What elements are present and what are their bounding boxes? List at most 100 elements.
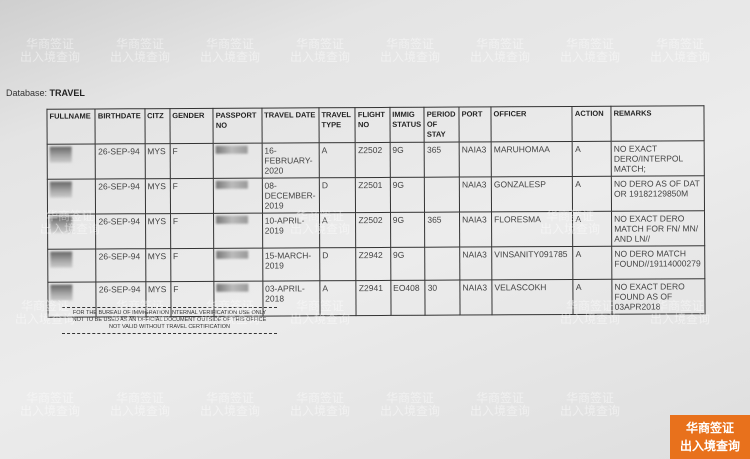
table-header: FULLNAME BIRTHDATE CITZ GENDER PASSPORT NO TR…	[46, 105, 705, 145]
redacted-passport	[213, 143, 262, 179]
flight-no-cell: Z2501	[355, 177, 391, 213]
column-header: REMARKS	[611, 105, 705, 142]
column-header: IMMIG STATUS	[389, 107, 425, 143]
travel-type-cell: A	[319, 142, 356, 178]
immig-status-cell: 9G	[390, 212, 425, 248]
immig-status-cell: EO408	[390, 280, 426, 316]
birthdate-cell: 26-SEP-94	[96, 248, 146, 282]
watermark-line: 华商签证	[26, 37, 75, 51]
action-cell: A	[572, 176, 612, 212]
travel-date-cell: 08-DECEMBER-2019	[261, 177, 320, 214]
watermark-line: 华商签证	[476, 37, 525, 51]
watermark: 华商签证 出入境查询	[380, 38, 440, 64]
watermark: 华商签证 出入境查询	[110, 392, 170, 418]
immig-status-cell: 9G	[390, 177, 425, 213]
watermark-line: 华商签证	[296, 37, 345, 51]
redacted-passport	[213, 178, 263, 214]
officer-cell: MARUHOMAA	[491, 141, 573, 177]
birthdate-cell: 26-SEP-94	[95, 213, 146, 249]
redaction-blur	[49, 146, 72, 163]
database-label: Database: TRAVEL	[6, 88, 85, 98]
watermark: 华商签证 出入境查询	[650, 38, 710, 64]
watermark-line: 出入境查询	[290, 50, 351, 64]
citz-cell: MYS	[144, 143, 171, 179]
column-header: OFFICER	[491, 106, 573, 142]
column-header: FULLNAME	[46, 108, 96, 145]
watermark: 华商签证 出入境查询	[200, 392, 260, 418]
footer-disclaimer: FOR THE BUREAU OF IMMIGRATION INTERNAL V…	[62, 307, 277, 334]
port-cell: NAIA3	[459, 176, 492, 213]
period-cell: 365	[424, 142, 460, 178]
watermark: 华商签证 出入境查询	[110, 38, 170, 64]
officer-cell: GONZALESP	[491, 176, 573, 212]
watermark-line: 华商签证	[476, 391, 525, 405]
redacted-passport	[213, 213, 263, 249]
database-label-text: Database:	[6, 88, 48, 98]
redaction-blur	[215, 145, 248, 154]
watermark-line: 华商签证	[26, 391, 75, 405]
watermark-line: 出入境查询	[290, 404, 351, 418]
watermark-line: 出入境查询	[110, 404, 171, 418]
watermark-badge: 华商签证 出入境查询	[670, 415, 750, 459]
redaction-blur	[216, 215, 249, 224]
travel-type-cell: D	[319, 247, 357, 281]
action-cell: A	[573, 246, 612, 280]
watermark-line: 华商签证	[566, 391, 615, 405]
officer-cell: FLORESMA	[491, 211, 574, 247]
table-row: 26-SEP-94 MYS F 16-FEBRUARY-2020 A Z2502 9G 365…	[47, 140, 705, 180]
watermark-line: 出入境查询	[200, 404, 261, 418]
watermark-line: 华商签证	[206, 391, 255, 405]
redacted-passport	[213, 248, 263, 282]
officer-cell: VELASCOKH	[491, 279, 574, 315]
watermark-line: 出入境查询	[560, 404, 621, 418]
watermark-line: 出入境查询	[470, 50, 531, 64]
table-row: 26-SEP-94 MYS F 15-MARCH-2019 D Z2942 9G NAIA3 V…	[47, 245, 705, 283]
travel-table: FULLNAME BIRTHDATE CITZ GENDER PASSPORT NO TR…	[46, 105, 706, 318]
column-header: GENDER	[169, 108, 214, 144]
column-header: TRAVEL TYPE	[318, 107, 356, 143]
remarks-cell: NO EXACT DERO/INTERPOL MATCH;	[611, 140, 705, 177]
travel-date-cell: 10-APRIL-2019	[262, 212, 320, 249]
remarks-cell: NO EXACT DERO FOUND AS OF 03APR2018	[611, 278, 706, 315]
redacted-name	[47, 143, 96, 180]
footer-line: FOR THE BUREAU OF IMMIGRATION INTERNAL V…	[72, 310, 267, 316]
redacted-name	[47, 213, 97, 250]
watermark-line: 华商签证	[296, 391, 345, 405]
watermark-line: 出入境查询	[380, 50, 441, 64]
period-cell: 30	[425, 280, 461, 316]
watermark: 华商签证 出入境查询	[380, 392, 440, 418]
redaction-blur	[50, 251, 73, 268]
period-cell: 365	[424, 212, 460, 248]
watermark-line: 出入境查询	[650, 50, 711, 64]
watermark-line: 出入境查询	[110, 50, 171, 64]
column-header: PORT	[459, 106, 492, 143]
port-cell: NAIA3	[459, 141, 492, 178]
redaction-blur	[49, 181, 72, 198]
remarks-cell: NO DERO AS OF DAT OR 19182129850M	[611, 175, 705, 212]
watermark: 华商签证 出入境查询	[470, 392, 530, 418]
birthdate-cell: 26-SEP-94	[95, 178, 146, 214]
gender-cell: F	[169, 143, 214, 179]
database-name: TRAVEL	[49, 88, 85, 98]
travel-date-cell: 16-FEBRUARY-2020	[261, 142, 320, 179]
watermark-line: 华商签证	[116, 391, 165, 405]
watermark: 华商签证 出入境查询	[20, 38, 80, 64]
travel-type-cell: D	[319, 177, 356, 213]
watermark-line: 华商签证	[566, 37, 615, 51]
watermark: 华商签证 出入境查询	[560, 392, 620, 418]
watermark-line: 华商签证	[206, 37, 255, 51]
birthdate-cell: 26-SEP-94	[95, 143, 145, 179]
table-row: 26-SEP-94 MYS F 08-DECEMBER-2019 D Z2501 9G NAI…	[47, 175, 705, 215]
watermark-line: 出入境查询	[470, 404, 531, 418]
watermark-line: 出入境查询	[200, 50, 261, 64]
port-cell: NAIA3	[459, 279, 493, 316]
footer-line: NOT TO BE USED AS AN OFFICIAL DOCUMENT O…	[72, 317, 267, 323]
column-header: TRAVEL DATE	[261, 107, 320, 144]
watermark-line: 出入境查询	[20, 50, 81, 64]
gender-cell: F	[170, 213, 214, 249]
watermark-line: 华商签证	[656, 37, 705, 51]
action-cell: A	[573, 279, 613, 315]
redaction-blur	[50, 284, 73, 301]
watermark-line: 华商签证	[386, 391, 435, 405]
redacted-name	[47, 248, 97, 283]
